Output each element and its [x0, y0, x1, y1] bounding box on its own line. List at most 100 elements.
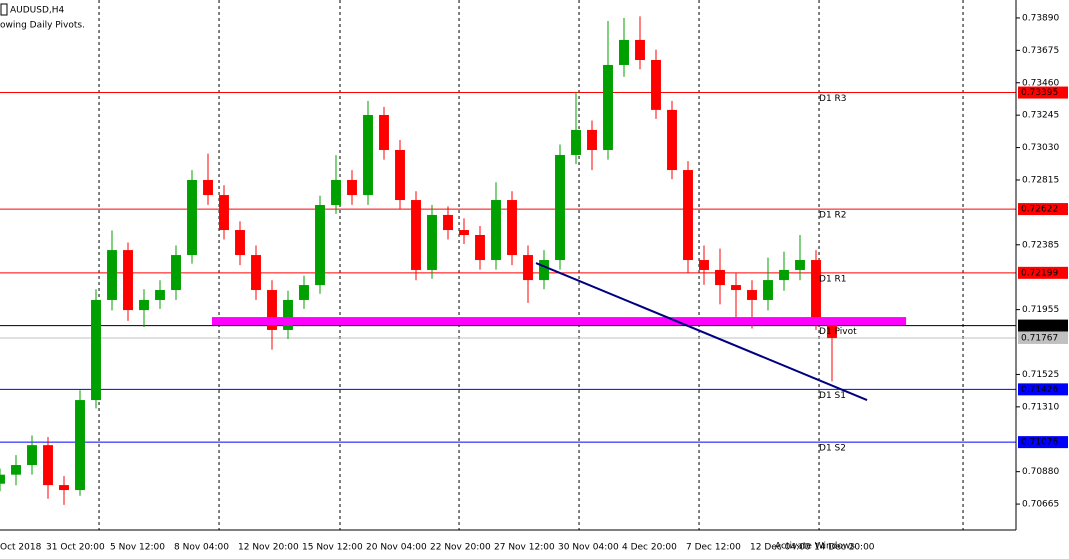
candle-body: [523, 255, 533, 281]
price-tag: [1018, 86, 1068, 99]
y-tick-label: 0.73890: [1022, 13, 1059, 23]
candle-body: [555, 154, 565, 261]
y-tick-label: 0.73460: [1022, 78, 1059, 88]
y-tick-label: 0.73245: [1022, 111, 1059, 121]
candle-body: [299, 285, 309, 300]
candle-body: [491, 200, 501, 261]
candle-body: [155, 290, 165, 300]
x-tick-label: 27 Nov 12:00: [494, 543, 555, 553]
price-tag-label: 0.71849: [1021, 321, 1058, 331]
candle-body: [0, 474, 5, 484]
y-tick-label: 0.70880: [1022, 467, 1059, 477]
y-tick-label: 0.72385: [1022, 240, 1059, 250]
candle-body: [235, 230, 245, 256]
candle-body: [59, 485, 69, 491]
candle-body: [459, 230, 469, 236]
candle-body: [251, 255, 261, 291]
indicator-label: owing Daily Pivots.: [0, 21, 85, 31]
y-tick-label: 0.71525: [1022, 370, 1059, 380]
pivot-label: D1 Pivot: [819, 327, 857, 337]
candle-body: [475, 235, 485, 261]
price-tag: [1018, 331, 1068, 344]
candle-body: [75, 400, 85, 491]
x-tick-label: 15 Nov 12:00: [302, 543, 363, 553]
y-tick-label: 0.71955: [1022, 305, 1059, 315]
y-tick-label: 0.73675: [1022, 46, 1059, 56]
pivot-label: D1 S2: [819, 444, 846, 454]
candle-body: [379, 115, 389, 150]
candle-body: [699, 260, 709, 270]
candle-body: [427, 214, 437, 270]
x-tick-label: Oct 2018: [0, 543, 42, 553]
overlay: 0.73890 0.73675 0.73460 0.73245 0.73030 0.728…: [0, 13, 1068, 553]
candle-body: [139, 299, 149, 311]
candle-body: [539, 260, 549, 281]
price-tag: [1018, 266, 1068, 279]
candle-body: [363, 115, 373, 196]
candle-body: [267, 290, 277, 330]
candle-body: [827, 320, 837, 338]
candle-body: [395, 149, 405, 201]
y-tick-label: 0.70665: [1022, 500, 1059, 510]
x-tick-label: 20 Nov 04:00: [366, 543, 427, 553]
y-tick-label: 0.72815: [1022, 175, 1059, 185]
pivot-label: D1 R1: [819, 274, 847, 284]
candle-body: [683, 170, 693, 261]
candle-body: [747, 290, 757, 300]
pivot-label: D1 S1: [819, 391, 846, 401]
x-tick-label: 12 Dec 04:00: [750, 543, 811, 553]
candle-body: [667, 109, 677, 171]
candle-body: [203, 179, 213, 196]
candle-body: [331, 179, 341, 206]
candle-body: [651, 59, 661, 110]
x-tick-label: 5 Nov 12:00: [110, 543, 165, 553]
candle-body: [91, 299, 101, 401]
y-tick-label: 0.73030: [1022, 143, 1059, 153]
candle-body: [763, 280, 773, 300]
candle-body: [507, 200, 517, 256]
candle-body: [283, 299, 293, 330]
candle-body: [779, 269, 789, 281]
candle-body: [11, 465, 21, 475]
x-tick-label: 30 Nov 04:00: [558, 543, 619, 553]
candle-body: [571, 129, 581, 155]
support-zone: [212, 317, 907, 326]
x-tick-label: 22 Nov 20:00: [430, 543, 491, 553]
candle-body: [795, 260, 805, 270]
candle-body: [219, 195, 229, 231]
candle-body: [587, 129, 597, 150]
pivot-label: D1 R3: [819, 94, 847, 104]
symbol-icon: [0, 3, 8, 16]
x-tick-label: 14 Dec 20:00: [814, 543, 875, 553]
price-tag-label: 0.72622: [1021, 205, 1058, 215]
candle-body: [107, 250, 117, 300]
candle-body: [715, 269, 725, 286]
candle-body: [123, 250, 133, 311]
candle-body: [171, 255, 181, 291]
candle-body: [347, 179, 357, 196]
price-tag-label: 0.71076: [1021, 438, 1058, 448]
candle-body: [187, 179, 197, 256]
y-tick-label: 0.71310: [1022, 402, 1059, 412]
price-tag-label: 0.71767: [1021, 333, 1058, 343]
price-tag: [1018, 203, 1068, 216]
candle-body: [43, 445, 53, 486]
price-tag: [1018, 436, 1068, 449]
watermark: Activate Windows: [775, 542, 855, 552]
candle-body: [443, 214, 453, 231]
x-tick-label: 12 Nov 20:00: [238, 543, 299, 553]
x-tick-label: 31 Oct 20:00: [46, 543, 105, 553]
candle-body: [635, 39, 645, 60]
x-tick-label: 8 Nov 04:00: [174, 543, 229, 553]
candle-body: [411, 200, 421, 270]
plot-area: [0, 0, 1016, 530]
price-tag: [1018, 319, 1068, 332]
x-tick-label: 4 Dec 20:00: [622, 543, 677, 553]
chart-title: AUDUSD,H4: [10, 6, 65, 16]
candle-body: [619, 39, 629, 65]
pivot-label: D1 R2: [819, 211, 847, 221]
x-tick-label: 7 Dec 12:00: [686, 543, 741, 553]
price-tag-label: 0.72199: [1021, 268, 1058, 278]
